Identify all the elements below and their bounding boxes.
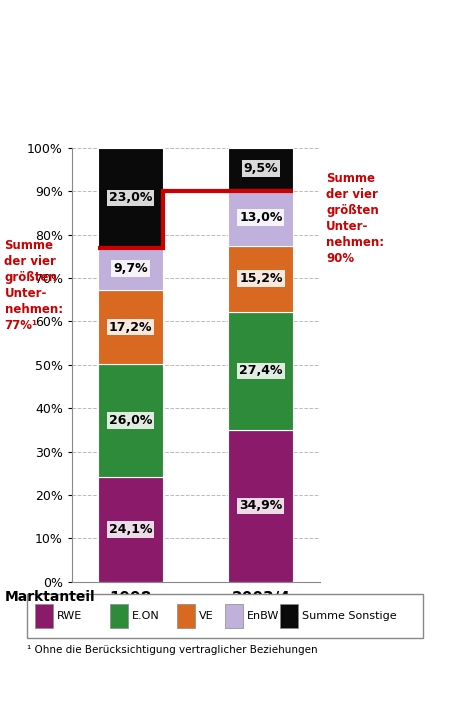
Bar	[228, 189, 293, 245]
Bar	[98, 148, 163, 247]
Text: 9,5%: 9,5%	[243, 162, 278, 175]
Text: 27,4%: 27,4%	[239, 364, 283, 377]
Text: Marktanteil: Marktanteil	[4, 590, 95, 604]
Text: RWE: RWE	[57, 611, 82, 621]
Text: 15,2%: 15,2%	[239, 272, 283, 285]
Text: 9,7%: 9,7%	[113, 262, 148, 275]
Text: 26,0%: 26,0%	[109, 415, 152, 427]
Bar	[228, 312, 293, 430]
Text: ¹ Ohne die Berücksichtigung vertraglicher Beziehungen: ¹ Ohne die Berücksichtigung vertragliche…	[27, 645, 318, 655]
Bar	[177, 604, 195, 628]
Bar	[35, 604, 53, 628]
Text: 17,2%: 17,2%	[109, 321, 153, 333]
Text: 1998 und 2003/4: 1998 und 2003/4	[117, 105, 333, 128]
Text: Stromerzeugungskapazitäten-: Stromerzeugungskapazitäten-	[30, 25, 420, 49]
Text: 23,0%: 23,0%	[109, 192, 152, 204]
Bar	[98, 290, 163, 364]
Bar	[280, 604, 298, 628]
Text: EnBW: EnBW	[247, 611, 279, 621]
Text: kapazitäten: kapazitäten	[149, 66, 301, 88]
Text: Summe
der vier
größten
Unter-
nehmen:
90%: Summe der vier größten Unter- nehmen: 90…	[326, 172, 384, 265]
Bar	[228, 245, 293, 312]
Bar	[98, 247, 163, 290]
Text: Summe Sonstige: Summe Sonstige	[302, 611, 397, 621]
Text: Summe
der vier
größten
Unter-
nehmen:
77%¹: Summe der vier größten Unter- nehmen: 77…	[4, 239, 63, 332]
Bar	[228, 148, 293, 189]
Bar	[228, 430, 293, 582]
Text: 34,9%: 34,9%	[239, 499, 283, 513]
Text: 13,0%: 13,0%	[239, 211, 283, 224]
Text: VE: VE	[199, 611, 214, 621]
Text: E.ON: E.ON	[132, 611, 160, 621]
Text: 24,1%: 24,1%	[109, 523, 153, 536]
Bar	[110, 604, 128, 628]
Bar	[225, 604, 243, 628]
Bar	[98, 364, 163, 477]
Bar	[98, 477, 163, 582]
